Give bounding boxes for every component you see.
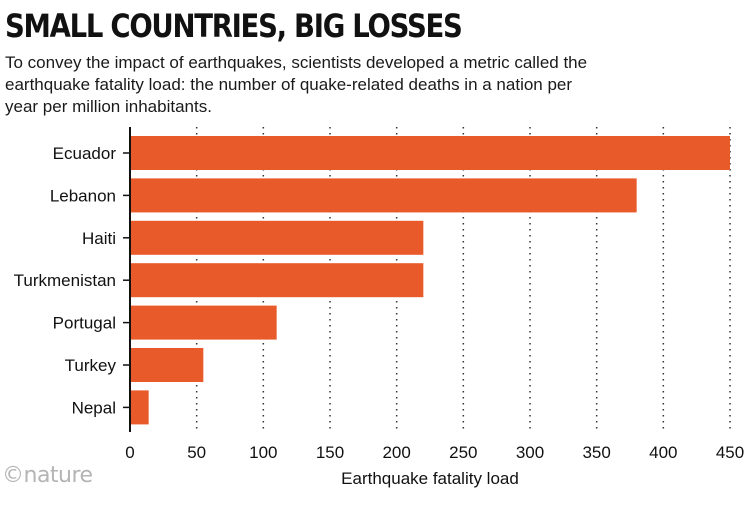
chart-subtitle: To convey the impact of earthquakes, sci…	[5, 53, 588, 116]
bar	[130, 263, 424, 298]
bar	[130, 220, 424, 255]
x-tick-label: 400	[649, 443, 677, 462]
category-label: Turkey	[65, 356, 117, 375]
x-tick-labels: 0 50 100 150 200 250 300 350 400 450	[125, 443, 744, 462]
category-label: Nepal	[72, 398, 116, 417]
category-label: Turkmenistan	[14, 271, 116, 290]
category-label: Haiti	[82, 229, 116, 248]
x-tick-label: 200	[382, 443, 410, 462]
x-tick-label: 300	[516, 443, 544, 462]
x-tick-label: 50	[187, 443, 206, 462]
y-axis	[123, 127, 131, 432]
x-tick-label: 100	[249, 443, 277, 462]
x-axis-label: Earthquake fatality load	[341, 469, 519, 488]
bar	[130, 136, 730, 170]
bar	[130, 390, 149, 425]
chart-title: SMALL COUNTRIES, BIG LOSSES	[5, 7, 463, 45]
bars	[130, 136, 730, 425]
bar	[130, 348, 204, 382]
x-tick-label: 150	[316, 443, 344, 462]
x-tick-label: 250	[449, 443, 477, 462]
x-tick-label: 350	[582, 443, 610, 462]
x-tick-label: 450	[716, 443, 744, 462]
category-label: Portugal	[53, 314, 116, 333]
category-labels: Ecuador Lebanon Haiti Turkmenistan Portugal T…	[14, 144, 117, 417]
bar	[130, 178, 637, 213]
category-label: Ecuador	[53, 144, 117, 163]
nature-logo: ©nature	[2, 463, 93, 488]
x-tick-label: 0	[125, 443, 134, 462]
category-label: Lebanon	[50, 186, 116, 205]
bar	[130, 305, 277, 340]
